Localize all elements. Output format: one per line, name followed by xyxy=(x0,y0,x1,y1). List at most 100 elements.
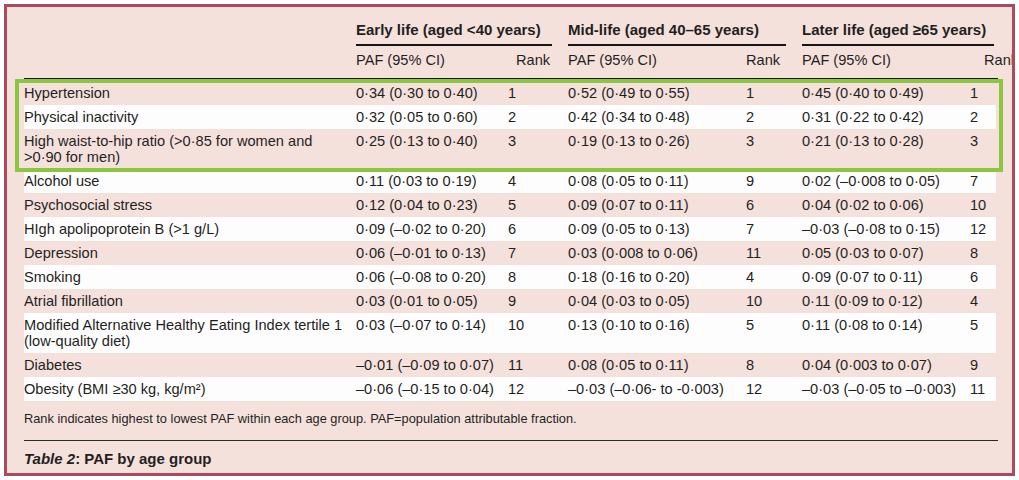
early-paf-value: 0·25 (0·13 to 0·40) xyxy=(356,129,508,169)
early-rank-value: 8 xyxy=(508,265,568,289)
table-row: Atrial fibrillation 0·03 (0·01 to 0·05) … xyxy=(24,289,996,313)
early-rank-value: 9 xyxy=(508,289,568,313)
mid-rank-value: 8 xyxy=(746,353,802,377)
early-rank-value: 6 xyxy=(508,217,568,241)
later-paf-value: 0·04 (0·02 to 0·06) xyxy=(802,193,970,217)
early-rank-value: 12 xyxy=(508,377,568,401)
mid-rank-value: 12 xyxy=(746,377,802,401)
later-rank-value: 3 xyxy=(970,129,996,169)
table-row: Smoking 0·06 (–0·08 to 0·20) 8 0·18 (0·1… xyxy=(24,265,996,289)
mid-paf-value: 0·18 (0·16 to 0·20) xyxy=(568,265,746,289)
early-rank-value: 1 xyxy=(508,81,568,105)
mid-rank-value: 4 xyxy=(746,265,802,289)
later-rank-value: 1 xyxy=(970,81,996,105)
early-paf-value: 0·03 (–0·07 to 0·14) xyxy=(356,313,508,353)
table-sub-header: PAF (95% CI) Rank PAF (95% CI) Rank PAF … xyxy=(24,46,996,78)
later-rank-value: 7 xyxy=(970,169,996,193)
group-mid-life: Mid-life (aged 40–65 years) xyxy=(568,15,802,46)
mid-paf-value: 0·04 (0·03 to 0·05) xyxy=(568,289,746,313)
table-caption: Table 2: PAF by age group xyxy=(24,441,996,476)
risk-factor-label: Physical inactivity xyxy=(24,105,356,129)
mid-rank-value: 1 xyxy=(746,81,802,105)
mid-rank-value: 3 xyxy=(746,129,802,169)
risk-factor-label: High waist-to-hip ratio (>0·85 for women… xyxy=(24,129,356,169)
later-paf-value: 0·31 (0·22 to 0·42) xyxy=(802,105,970,129)
group-title-early: Early life (aged <40 years) xyxy=(356,21,552,46)
early-rank-value: 3 xyxy=(508,129,568,169)
mid-paf-value: 0·19 (0·13 to 0·26) xyxy=(568,129,746,169)
mid-paf-value: 0·52 (0·49 to 0·55) xyxy=(568,81,746,105)
table-row: Depression 0·06 (–0·01 to 0·13) 7 0·03 (… xyxy=(24,241,996,265)
later-paf-value: 0·11 (0·08 to 0·14) xyxy=(802,313,970,353)
early-paf-value: –0·01 (–0·09 to 0·07) xyxy=(356,353,508,377)
paf-header-mid: PAF (95% CI) xyxy=(568,46,746,78)
later-rank-value: 9 xyxy=(970,353,996,377)
table-row: High waist-to-hip ratio (>0·85 for women… xyxy=(24,129,996,169)
risk-factor-label: Modified Alternative Healthy Eating Inde… xyxy=(24,313,356,353)
mid-paf-value: 0·13 (0·10 to 0·16) xyxy=(568,313,746,353)
risk-factor-label: Hypertension xyxy=(24,81,356,105)
early-paf-value: 0·12 (0·04 to 0·23) xyxy=(356,193,508,217)
early-paf-value: 0·06 (–0·08 to 0·20) xyxy=(356,265,508,289)
risk-factor-label: Psychosocial stress xyxy=(24,193,356,217)
early-rank-value: 4 xyxy=(508,169,568,193)
risk-factor-label: Obesity (BMI ≥30 kg, kg/m²) xyxy=(24,377,356,401)
mid-paf-value: 0·03 (0·008 to 0·06) xyxy=(568,241,746,265)
later-paf-value: 0·21 (0·13 to 0·28) xyxy=(802,129,970,169)
later-paf-value: –0·03 (–0·05 to –0·003) xyxy=(802,377,970,401)
later-paf-value: 0·09 (0·07 to 0·11) xyxy=(802,265,970,289)
table-row: Diabetes –0·01 (–0·09 to 0·07) 11 0·08 (… xyxy=(24,353,996,377)
table-row: HIgh apolipoprotein B (>1 g/L) 0·09 (–0·… xyxy=(24,217,996,241)
early-rank-value: 7 xyxy=(508,241,568,265)
early-paf-value: –0·06 (–0·15 to 0·04) xyxy=(356,377,508,401)
early-rank-value: 5 xyxy=(508,193,568,217)
mid-rank-value: 2 xyxy=(746,105,802,129)
mid-paf-value: 0·42 (0·34 to 0·48) xyxy=(568,105,746,129)
table-footnote: Rank indicates highest to lowest PAF wit… xyxy=(24,401,996,440)
early-paf-value: 0·32 (0·05 to 0·60) xyxy=(356,105,508,129)
later-paf-value: 0·45 (0·40 to 0·49) xyxy=(802,81,970,105)
risk-factor-label: Smoking xyxy=(24,265,356,289)
later-rank-value: 12 xyxy=(970,217,996,241)
early-paf-value: 0·03 (0·01 to 0·05) xyxy=(356,289,508,313)
early-paf-value: 0·09 (–0·02 to 0·20) xyxy=(356,217,508,241)
early-rank-value: 10 xyxy=(508,313,568,353)
mid-rank-value: 5 xyxy=(746,313,802,353)
empty-header-cell xyxy=(24,15,356,46)
paf-header-later: PAF (95% CI) xyxy=(802,46,970,78)
later-rank-value: 6 xyxy=(970,265,996,289)
later-paf-value: 0·05 (0·03 to 0·07) xyxy=(802,241,970,265)
early-rank-value: 11 xyxy=(508,353,568,377)
early-paf-value: 0·34 (0·30 to 0·40) xyxy=(356,81,508,105)
later-paf-value: 0·02 (–0·008 to 0·05) xyxy=(802,169,970,193)
later-rank-value: 2 xyxy=(970,105,996,129)
later-rank-value: 8 xyxy=(970,241,996,265)
table-caption-label: Table 2 xyxy=(24,450,75,467)
mid-paf-value: 0·09 (0·05 to 0·13) xyxy=(568,217,746,241)
group-later-life: Later life (aged ≥65 years) xyxy=(802,15,996,46)
risk-factor-label: Atrial fibrillation xyxy=(24,289,356,313)
mid-paf-value: –0·03 (–0·06- to -0·003) xyxy=(568,377,746,401)
mid-paf-value: 0·08 (0·05 to 0·11) xyxy=(568,169,746,193)
later-paf-value: 0·04 (0·003 to 0·07) xyxy=(802,353,970,377)
later-rank-value: 4 xyxy=(970,289,996,313)
risk-factor-label: Alcohol use xyxy=(24,169,356,193)
later-rank-value: 10 xyxy=(970,193,996,217)
mid-rank-value: 6 xyxy=(746,193,802,217)
mid-paf-value: 0·08 (0·05 to 0·11) xyxy=(568,353,746,377)
group-title-mid: Mid-life (aged 40–65 years) xyxy=(568,21,786,46)
table-row: Obesity (BMI ≥30 kg, kg/m²) –0·06 (–0·15… xyxy=(24,377,996,401)
risk-factor-label: Depression xyxy=(24,241,356,265)
rank-header-mid: Rank xyxy=(746,46,802,78)
risk-factor-label: HIgh apolipoprotein B (>1 g/L) xyxy=(24,217,356,241)
paf-header-early: PAF (95% CI) xyxy=(356,46,508,78)
table-row: Alcohol use 0·11 (0·03 to 0·19) 4 0·08 (… xyxy=(24,169,996,193)
rank-header-later: Rank xyxy=(970,46,1015,78)
group-early-life: Early life (aged <40 years) xyxy=(356,15,568,46)
later-rank-value: 5 xyxy=(970,313,996,353)
mid-rank-value: 10 xyxy=(746,289,802,313)
empty-subheader-cell xyxy=(24,46,356,78)
early-rank-value: 2 xyxy=(508,105,568,129)
mid-paf-value: 0·09 (0·07 to 0·11) xyxy=(568,193,746,217)
table-body: Hypertension 0·34 (0·30 to 0·40) 1 0·52 … xyxy=(24,81,996,401)
